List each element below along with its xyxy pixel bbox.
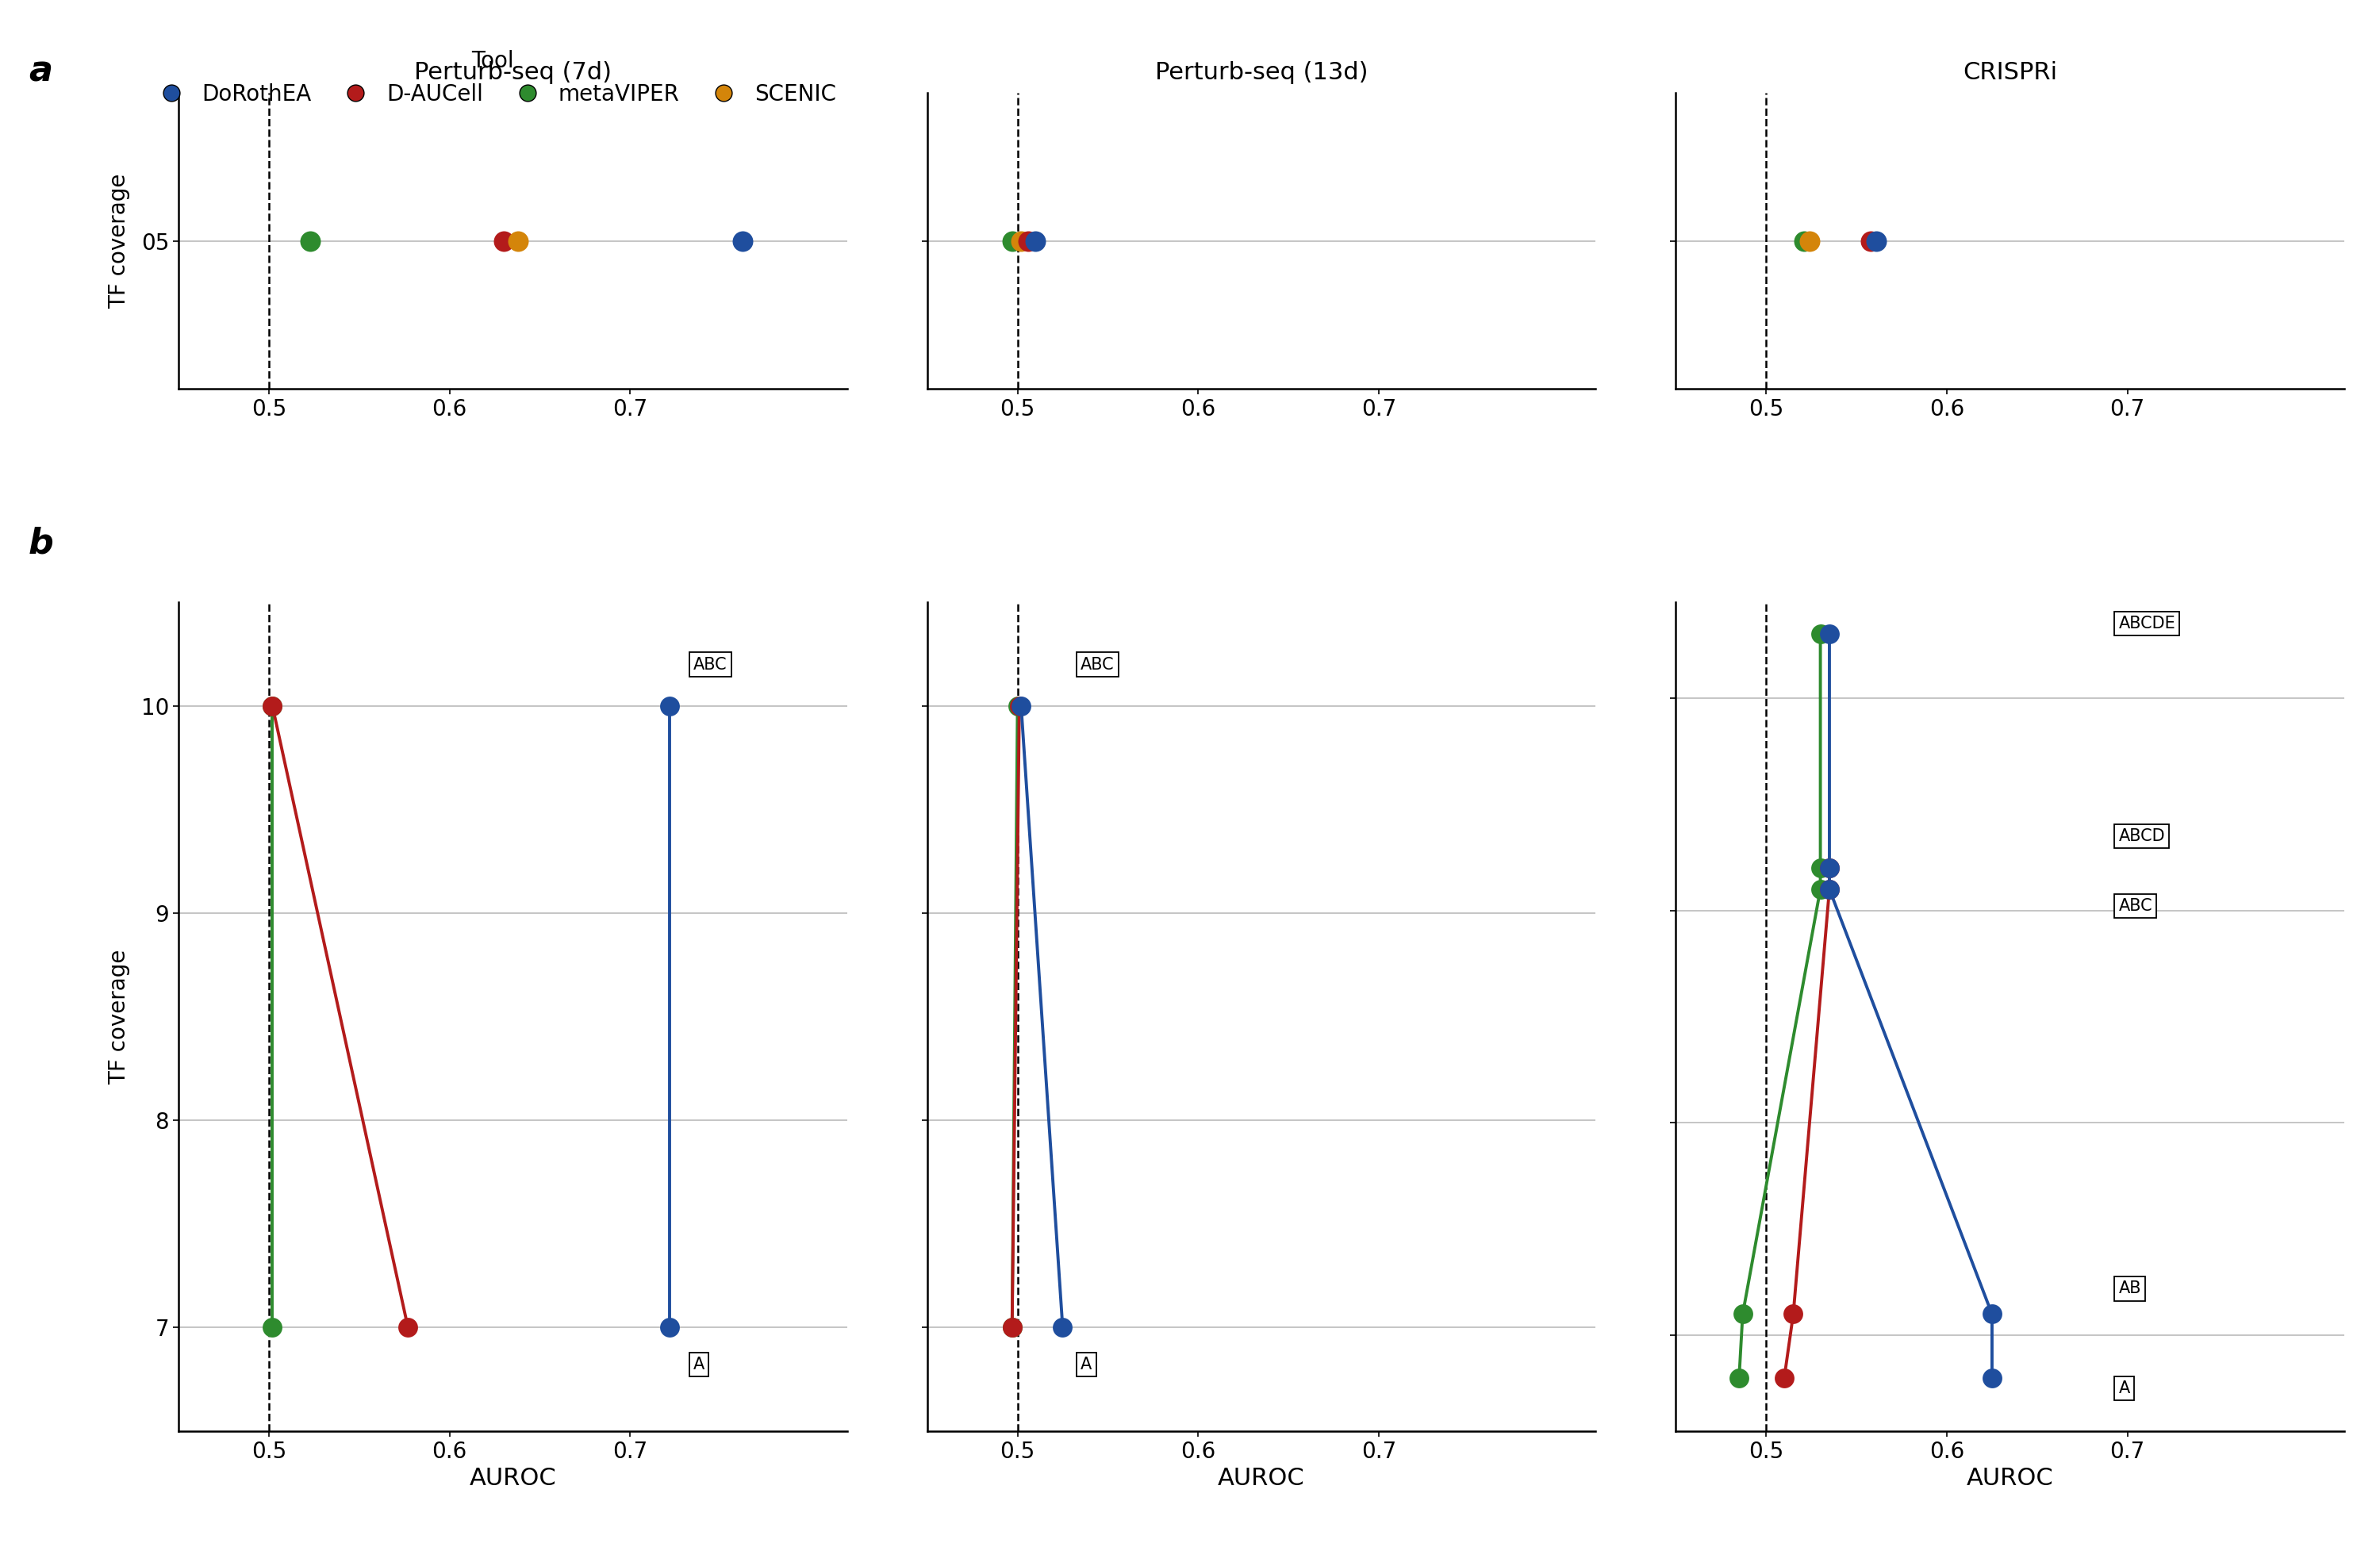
Text: ABCD: ABCD [2118, 828, 2166, 845]
Point [1000, 693, 1038, 718]
Point [992, 229, 1031, 254]
Point [650, 1315, 688, 1340]
Point [1811, 855, 1849, 880]
Point [1856, 229, 1894, 254]
Y-axis label: TF coverage: TF coverage [107, 950, 131, 1084]
Text: a: a [29, 54, 52, 88]
Point [1790, 229, 1828, 254]
X-axis label: AUROC: AUROC [469, 1467, 557, 1490]
Text: A: A [1081, 1357, 1092, 1372]
Text: b: b [29, 526, 55, 560]
Text: A: A [2118, 1380, 2130, 1397]
Title: CRISPRi: CRISPRi [1964, 62, 2056, 85]
Point [1723, 1301, 1761, 1326]
Text: ABCDE: ABCDE [2118, 616, 2175, 631]
X-axis label: AUROC: AUROC [1966, 1467, 2054, 1490]
Point [724, 229, 762, 254]
Point [1811, 855, 1849, 880]
Point [1811, 877, 1849, 902]
Point [1042, 1315, 1081, 1340]
Point [1802, 622, 1840, 647]
Point [1766, 1366, 1804, 1391]
Point [1009, 229, 1047, 254]
X-axis label: AUROC: AUROC [1219, 1467, 1304, 1490]
Point [388, 1315, 426, 1340]
Point [500, 229, 538, 254]
Point [1811, 622, 1849, 647]
Title: Perturb-seq (7d): Perturb-seq (7d) [414, 62, 612, 85]
Point [1802, 855, 1840, 880]
Text: ABC: ABC [2118, 899, 2152, 914]
Text: A: A [693, 1357, 704, 1372]
Text: ABC: ABC [1081, 656, 1114, 673]
Point [1811, 877, 1849, 902]
Point [650, 693, 688, 718]
Point [290, 229, 328, 254]
Text: AB: AB [2118, 1281, 2142, 1296]
Point [1773, 1301, 1811, 1326]
Point [252, 693, 290, 718]
Point [1016, 229, 1054, 254]
Point [992, 1315, 1031, 1340]
Text: ABC: ABC [693, 656, 728, 673]
Point [992, 1315, 1031, 1340]
Point [252, 1315, 290, 1340]
Point [252, 693, 290, 718]
Point [1973, 1366, 2011, 1391]
Point [486, 229, 524, 254]
Point [1721, 1366, 1759, 1391]
Y-axis label: TF coverage: TF coverage [107, 173, 131, 308]
Point [1002, 693, 1040, 718]
Point [1785, 229, 1823, 254]
Point [1000, 693, 1038, 718]
Title: Perturb-seq (13d): Perturb-seq (13d) [1154, 62, 1368, 85]
Legend: DoRothEA, D-AUCell, metaVIPER, SCENIC: DoRothEA, D-AUCell, metaVIPER, SCENIC [150, 50, 835, 105]
Point [1002, 229, 1040, 254]
Point [1802, 877, 1840, 902]
Point [1852, 229, 1890, 254]
Point [1973, 1301, 2011, 1326]
